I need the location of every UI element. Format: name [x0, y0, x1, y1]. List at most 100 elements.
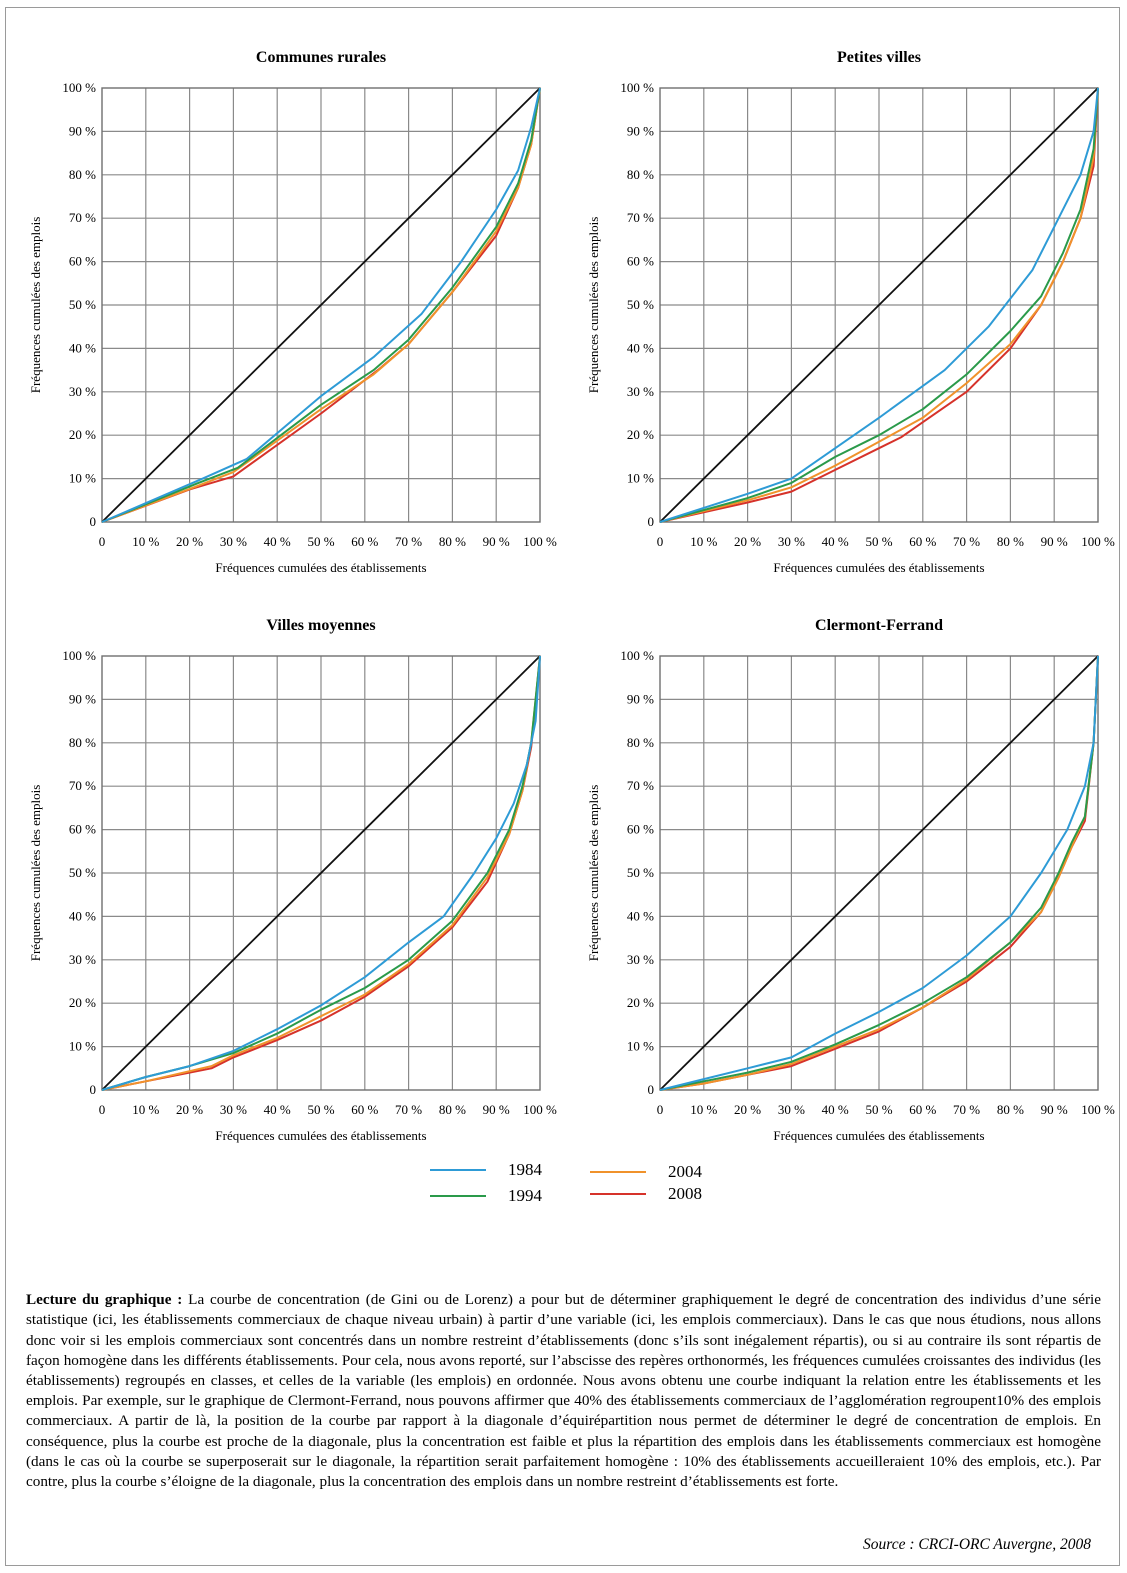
- x-tick-label: 100 %: [523, 1102, 557, 1117]
- x-tick-label: 40 %: [264, 534, 291, 549]
- chart-communes-rurales: Communes rurales 0 10 % 20 % 30 % 40 % 50 % 60 …: [28, 49, 557, 575]
- source-note: Source : CRCI-ORC Auvergne, 2008: [862, 1536, 1091, 1553]
- x-tick-label: 20 %: [734, 1102, 761, 1117]
- x-tick-label: 10 %: [132, 1102, 159, 1117]
- x-tick-label: 90 %: [483, 1102, 510, 1117]
- y-tick-label: 100 %: [620, 648, 654, 663]
- series-line-1994: [659, 87, 1099, 523]
- series-line-1984: [101, 87, 541, 523]
- y-tick-label: 20 %: [627, 995, 654, 1010]
- chart-title: Communes rurales: [256, 49, 386, 66]
- plot-border: [659, 87, 1099, 523]
- x-tick-label: 90 %: [1041, 1102, 1068, 1117]
- y-tick-label: 0: [648, 1082, 655, 1097]
- x-tick-label: 70 %: [953, 1102, 980, 1117]
- y-tick-label: 10 %: [69, 1039, 96, 1054]
- y-tick-label: 40 %: [627, 908, 654, 923]
- x-tick-label: 100 %: [523, 534, 557, 549]
- x-tick-label: 40 %: [822, 1102, 849, 1117]
- legend-label-1994: 1994: [508, 1186, 542, 1205]
- series-line-1994: [659, 655, 1099, 1091]
- y-tick-label: 70 %: [69, 778, 96, 793]
- x-tick-label: 70 %: [395, 534, 422, 549]
- x-tick-label: 60 %: [351, 1102, 378, 1117]
- x-tick-label: 80 %: [997, 1102, 1024, 1117]
- x-tick-label: 60 %: [909, 534, 936, 549]
- y-tick-label: 50 %: [627, 865, 654, 880]
- plot-border: [659, 655, 1099, 1091]
- x-axis-label: Fréquences cumulées des établissements: [215, 1128, 426, 1143]
- y-tick-label: 90 %: [69, 691, 96, 706]
- plot-border: [101, 655, 541, 1091]
- y-tick-label: 30 %: [627, 384, 654, 399]
- y-axis-label: Fréquences cumulées des emplois: [28, 785, 43, 962]
- equidistribution-diagonal: [101, 87, 541, 523]
- legend-item-1984: 1984: [430, 1160, 542, 1180]
- y-tick-label: 70 %: [627, 778, 654, 793]
- reading-paragraph: Lecture du graphique : La courbe de conc…: [26, 1290, 1101, 1492]
- y-tick-label: 60 %: [627, 254, 654, 269]
- x-tick-label: 50 %: [865, 1102, 892, 1117]
- y-tick-label: 80 %: [627, 167, 654, 182]
- y-tick-label: 10 %: [627, 1039, 654, 1054]
- legend-label-1984: 1984: [508, 1160, 542, 1179]
- legend-swatch-2004: [590, 1171, 646, 1173]
- x-tick-label: 60 %: [351, 534, 378, 549]
- chart-petites-villes: Petites villes 0 10 % 20 % 30 % 40 % 50 % 60 % 7…: [586, 49, 1115, 575]
- x-tick-label: 50 %: [307, 534, 334, 549]
- legend-item-2008: 2008: [590, 1184, 702, 1204]
- x-tick-label: 80 %: [439, 534, 466, 549]
- series-line-1984: [659, 655, 1099, 1091]
- y-tick-label: 40 %: [627, 340, 654, 355]
- x-tick-label: 0: [657, 1102, 664, 1117]
- series-line-2004: [101, 87, 541, 523]
- x-axis-label: Fréquences cumulées des établissements: [773, 1128, 984, 1143]
- y-tick-label: 80 %: [69, 735, 96, 750]
- y-tick-label: 40 %: [69, 908, 96, 923]
- y-tick-label: 30 %: [627, 952, 654, 967]
- x-tick-label: 20 %: [176, 1102, 203, 1117]
- y-tick-label: 100 %: [62, 80, 96, 95]
- x-tick-label: 20 %: [734, 534, 761, 549]
- x-tick-label: 50 %: [865, 534, 892, 549]
- x-tick-label: 40 %: [264, 1102, 291, 1117]
- x-tick-label: 100 %: [1081, 1102, 1115, 1117]
- series-line-2004: [659, 87, 1099, 523]
- x-tick-label: 30 %: [778, 1102, 805, 1117]
- y-tick-label: 20 %: [69, 427, 96, 442]
- x-tick-label: 90 %: [1041, 534, 1068, 549]
- y-tick-label: 70 %: [627, 210, 654, 225]
- x-tick-label: 0: [657, 534, 664, 549]
- chart-title: Petites villes: [837, 49, 921, 66]
- x-tick-label: 70 %: [953, 534, 980, 549]
- legend-swatch-1994: [430, 1195, 486, 1197]
- x-tick-label: 70 %: [395, 1102, 422, 1117]
- legend: 1984 1994 2004 2008: [430, 1160, 750, 1230]
- y-tick-label: 0: [90, 514, 97, 529]
- x-tick-label: 80 %: [439, 1102, 466, 1117]
- legend-swatch-1984: [430, 1169, 486, 1171]
- x-tick-label: 40 %: [822, 534, 849, 549]
- y-axis-label: Fréquences cumulées des emplois: [586, 785, 601, 962]
- y-tick-label: 10 %: [627, 471, 654, 486]
- series-line-1984: [101, 655, 541, 1091]
- x-tick-label: 10 %: [690, 1102, 717, 1117]
- series-line-1994: [101, 87, 541, 523]
- y-axis-label: Fréquences cumulées des emplois: [28, 217, 43, 394]
- y-tick-label: 100 %: [62, 648, 96, 663]
- y-tick-label: 0: [648, 514, 655, 529]
- y-tick-label: 20 %: [69, 995, 96, 1010]
- legend-item-2004: 2004: [590, 1162, 702, 1182]
- chart-clermont-ferrand: Clermont-Ferrand 0 10 % 20 % 30 % 40 % 50 % 60 …: [586, 617, 1115, 1143]
- y-tick-label: 30 %: [69, 952, 96, 967]
- y-tick-label: 70 %: [69, 210, 96, 225]
- x-tick-label: 90 %: [483, 534, 510, 549]
- legend-item-1994: 1994: [430, 1186, 542, 1206]
- y-tick-label: 90 %: [627, 691, 654, 706]
- y-tick-label: 0: [90, 1082, 97, 1097]
- y-tick-label: 30 %: [69, 384, 96, 399]
- x-tick-label: 0: [99, 1102, 106, 1117]
- y-tick-label: 50 %: [69, 297, 96, 312]
- chart-villes-moyennes: Villes moyennes 0 10 % 20 % 30 % 40 % 50 % 60 %…: [28, 617, 557, 1143]
- y-axis-label: Fréquences cumulées des emplois: [586, 217, 601, 394]
